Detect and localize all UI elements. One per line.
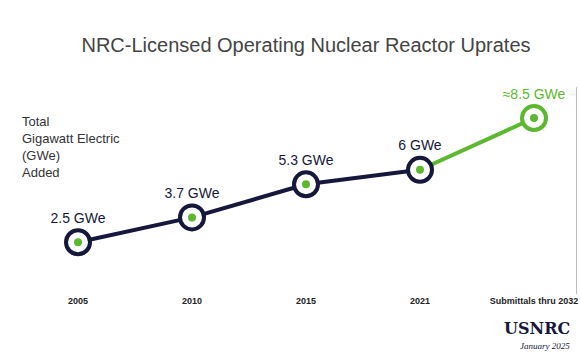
svg-text:≈8.5 GWe: ≈8.5 GWe [503,86,566,102]
svg-text:January 2025: January 2025 [520,341,570,351]
svg-text:2021: 2021 [410,296,430,306]
svg-text:2015: 2015 [296,296,316,306]
svg-text:6 GWe: 6 GWe [398,137,442,153]
svg-text:USNRC: USNRC [504,319,570,338]
svg-text:5.3 GWe: 5.3 GWe [279,152,334,168]
svg-text:2.5 GWe: 2.5 GWe [51,210,106,226]
svg-text:TotalGigawatt Electric(GWe)Add: TotalGigawatt Electric(GWe)Added [22,114,120,180]
svg-text:NRC-Licensed Operating Nuclear: NRC-Licensed Operating Nuclear Reactor U… [81,34,530,56]
svg-text:2005: 2005 [68,296,88,306]
svg-text:2010: 2010 [182,296,202,306]
svg-text:Submittals thru 2032: Submittals thru 2032 [490,296,579,306]
svg-text:3.7 GWe: 3.7 GWe [165,185,220,201]
